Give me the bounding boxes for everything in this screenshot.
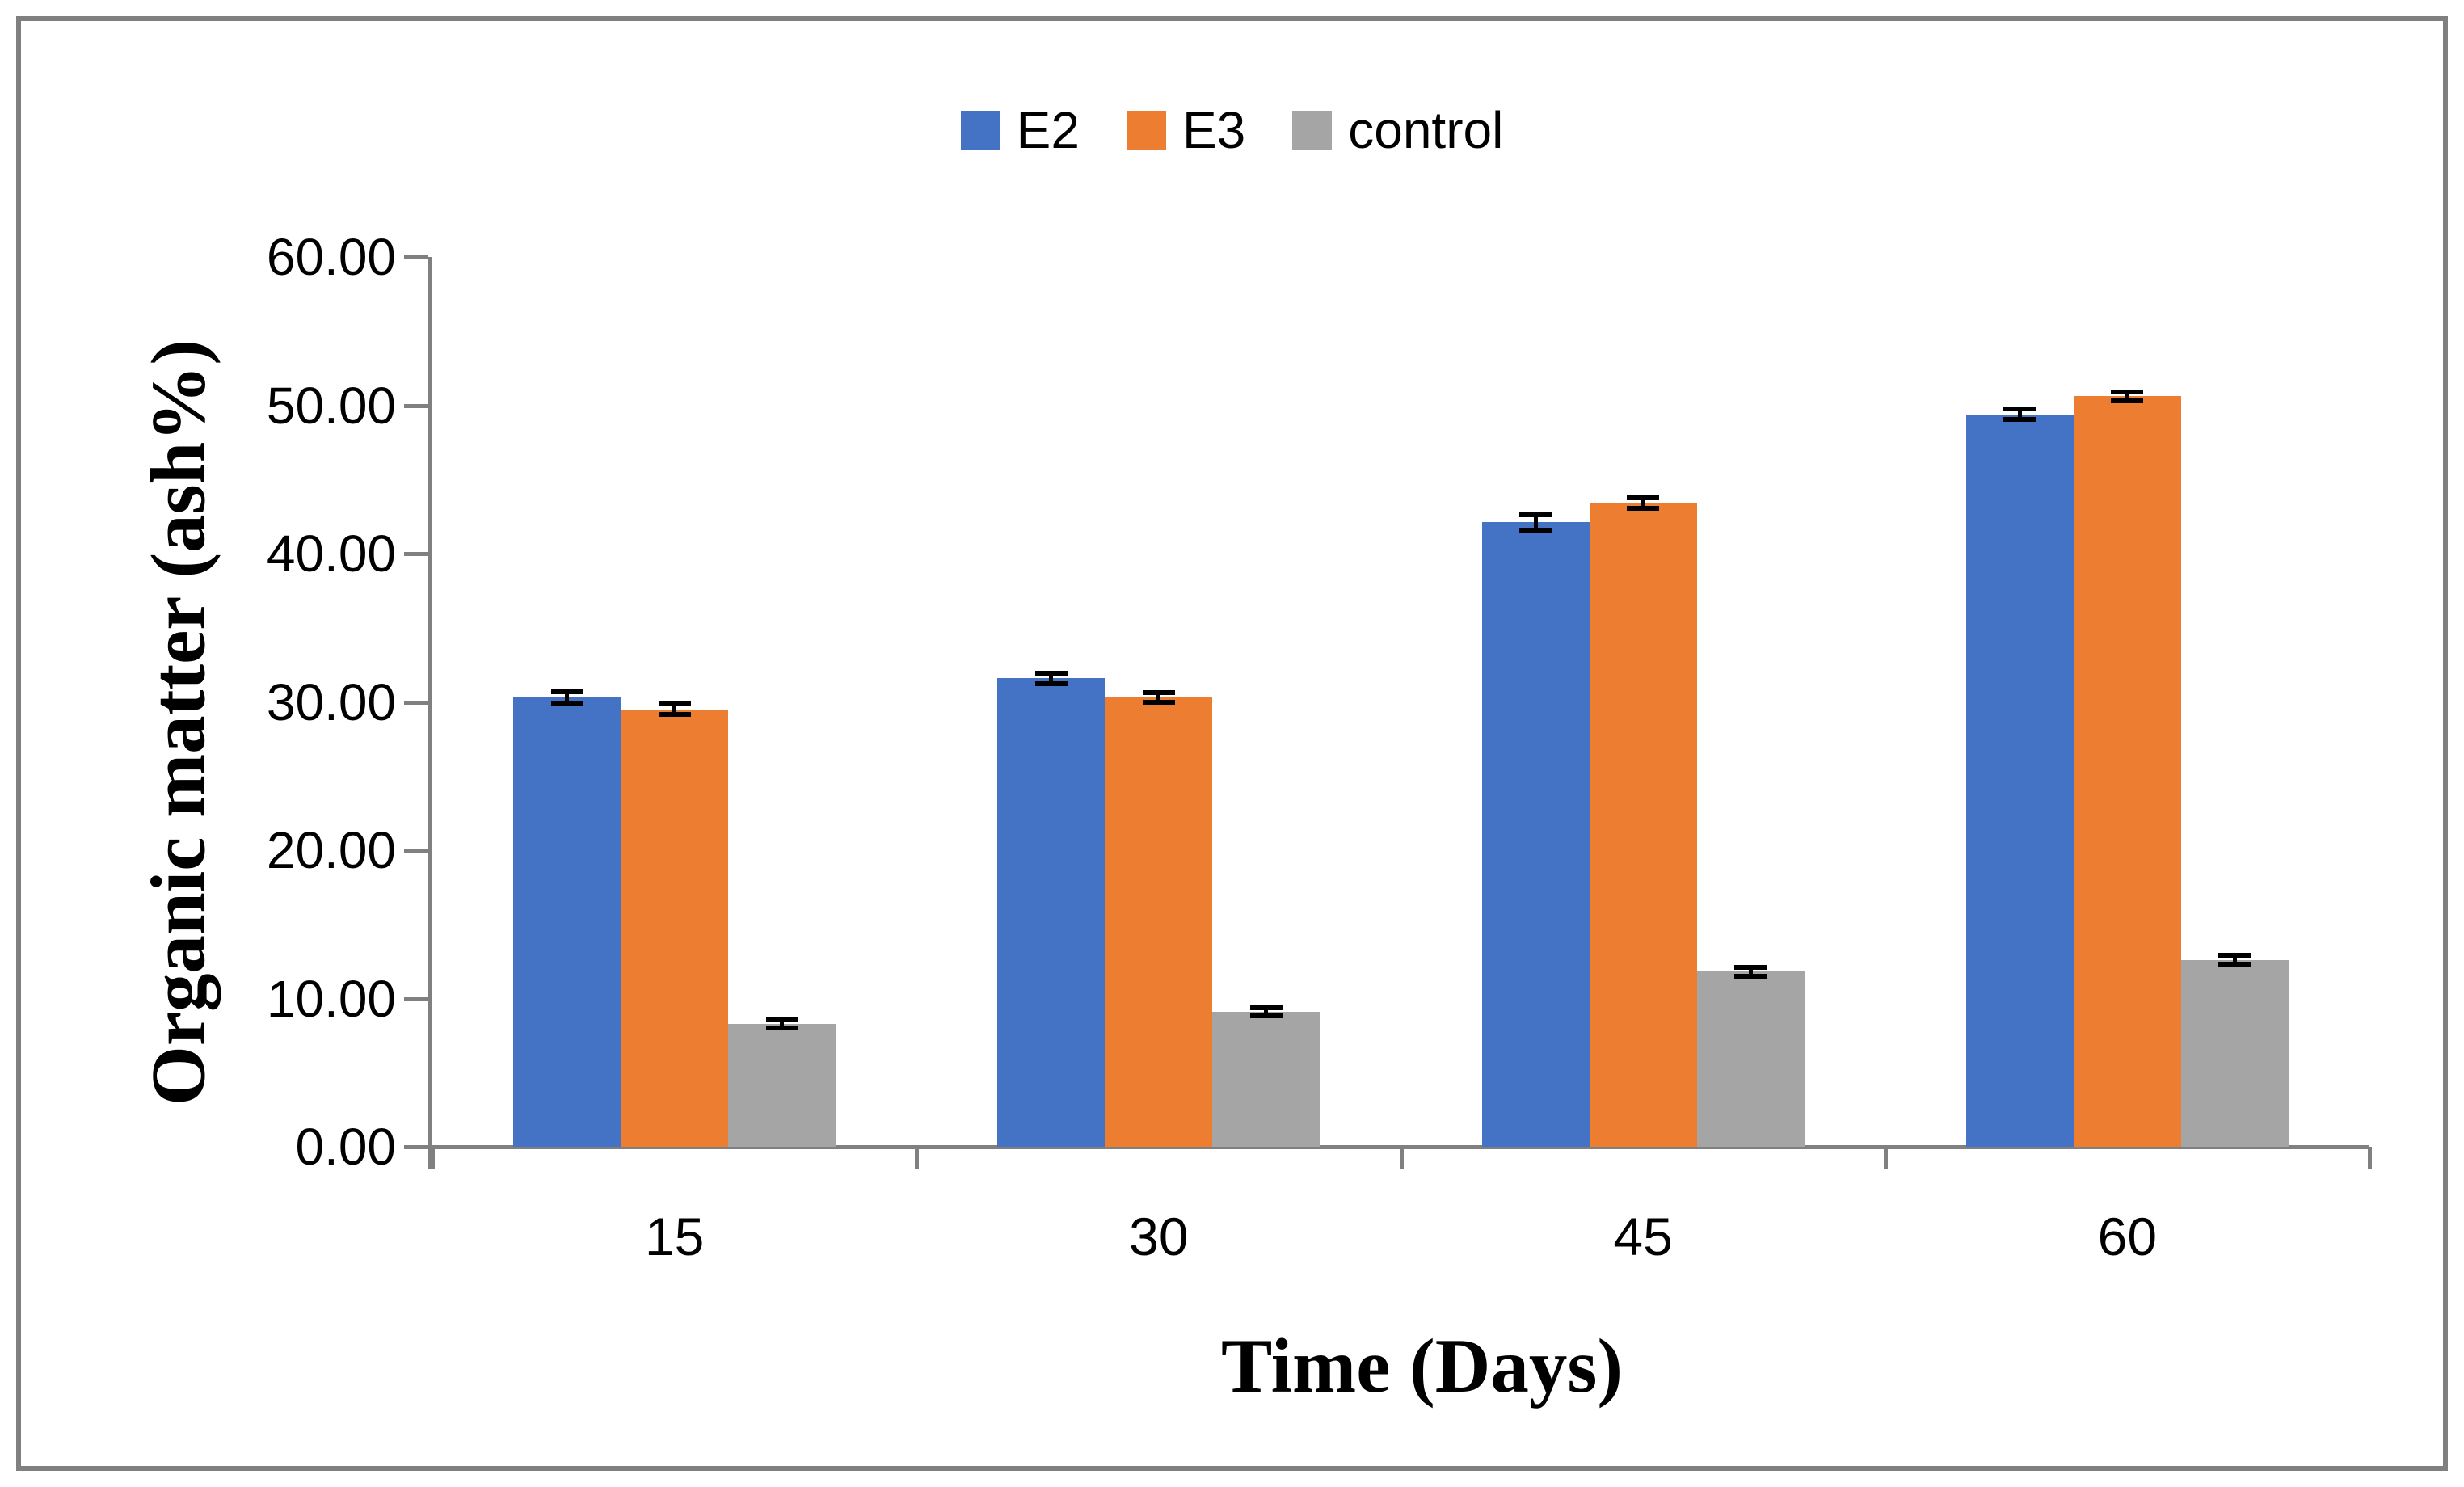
x-tick-3 bbox=[1883, 1147, 1888, 1169]
error-bar-cap-bottom-E3-60 bbox=[2111, 398, 2144, 403]
x-category-label-15: 15 bbox=[644, 1207, 705, 1266]
legend-swatch-control bbox=[1292, 111, 1333, 150]
bar-control-45 bbox=[1696, 971, 1805, 1147]
x-category-label-30: 30 bbox=[1129, 1207, 1189, 1266]
x-axis-line bbox=[428, 1145, 2369, 1149]
error-bar-cap-bottom-control-60 bbox=[2218, 962, 2251, 967]
legend-item-E3: E3 bbox=[1126, 101, 1246, 159]
x-tick-1 bbox=[915, 1147, 920, 1169]
bar-E2-60 bbox=[1965, 414, 2074, 1147]
legend: E2 E3 control bbox=[21, 102, 2443, 158]
error-bar-cap-top-E3-60 bbox=[2111, 389, 2144, 394]
error-bar-cap-bottom-control-15 bbox=[765, 1026, 798, 1031]
error-bar-cap-bottom-E3-30 bbox=[1142, 699, 1175, 705]
error-bar-stem-E2-30 bbox=[1049, 672, 1054, 684]
bar-control-30 bbox=[1212, 1012, 1320, 1147]
bar-E2-30 bbox=[997, 678, 1106, 1147]
bar-E3-45 bbox=[1589, 503, 1697, 1147]
error-bar-cap-top-control-15 bbox=[765, 1017, 798, 1022]
y-tick-60.00 bbox=[404, 255, 428, 259]
y-tick-40.00 bbox=[404, 552, 428, 556]
error-bar-stem-E2-60 bbox=[2017, 409, 2022, 419]
legend-item-control: control bbox=[1292, 104, 1503, 156]
legend-label-E3: E3 bbox=[1181, 101, 1246, 159]
legend-item-E2: E2 bbox=[960, 101, 1080, 159]
error-bar-cap-top-E2-45 bbox=[1519, 512, 1552, 518]
legend-swatch-E3 bbox=[1126, 111, 1166, 150]
y-tick-label-40.00: 40.00 bbox=[266, 524, 396, 583]
y-tick-label-10.00: 10.00 bbox=[266, 969, 396, 1028]
legend-swatch-E2 bbox=[960, 111, 1000, 150]
error-bar-cap-top-E3-30 bbox=[1142, 690, 1175, 696]
y-axis-line bbox=[428, 257, 432, 1169]
error-bar-cap-top-E2-15 bbox=[550, 689, 583, 694]
error-bar-stem-control-45 bbox=[1748, 967, 1753, 976]
error-bar-cap-bottom-E2-15 bbox=[550, 701, 583, 706]
y-tick-label-60.00: 60.00 bbox=[266, 228, 396, 286]
error-bar-stem-control-60 bbox=[2232, 955, 2237, 965]
x-tick-4 bbox=[2368, 1147, 2372, 1169]
error-bar-cap-top-control-60 bbox=[2218, 953, 2251, 958]
error-bar-cap-bottom-E2-45 bbox=[1519, 527, 1552, 533]
x-axis-title: Time (Days) bbox=[1221, 1323, 1623, 1409]
error-bar-stem-control-30 bbox=[1264, 1008, 1269, 1016]
y-tick-50.00 bbox=[404, 403, 428, 408]
error-bar-cap-bottom-E3-15 bbox=[658, 712, 691, 718]
x-tick-0 bbox=[431, 1147, 435, 1169]
legend-label-E2: E2 bbox=[1016, 101, 1080, 159]
y-tick-20.00 bbox=[404, 849, 428, 853]
bar-E2-45 bbox=[1481, 522, 1590, 1147]
error-bar-stem-E2-45 bbox=[1533, 515, 1538, 530]
bar-E3-15 bbox=[621, 709, 729, 1147]
x-tick-2 bbox=[1399, 1147, 1404, 1169]
x-category-label-45: 45 bbox=[1613, 1207, 1673, 1266]
error-bar-stem-E3-15 bbox=[672, 704, 677, 715]
bar-control-15 bbox=[728, 1023, 836, 1147]
y-tick-label-30.00: 30.00 bbox=[266, 672, 396, 731]
error-bar-cap-top-E3-15 bbox=[658, 701, 691, 707]
y-tick-label-0.00: 0.00 bbox=[295, 1118, 396, 1176]
error-bar-cap-bottom-E2-60 bbox=[2003, 416, 2036, 422]
y-axis-title: Organic matter (ash%) bbox=[135, 339, 221, 1106]
error-bar-cap-bottom-control-45 bbox=[1734, 973, 1767, 979]
bar-E3-60 bbox=[2073, 396, 2181, 1147]
x-category-label-60: 60 bbox=[2097, 1207, 2158, 1266]
error-bar-stem-control-15 bbox=[780, 1019, 785, 1029]
error-bar-stem-E3-60 bbox=[2125, 391, 2129, 401]
error-bar-cap-top-E3-45 bbox=[1627, 495, 1660, 501]
error-bar-stem-E2-15 bbox=[565, 691, 570, 704]
error-bar-stem-E3-45 bbox=[1641, 498, 1645, 509]
error-bar-cap-top-control-30 bbox=[1249, 1005, 1283, 1011]
bar-E3-30 bbox=[1105, 697, 1213, 1147]
error-bar-cap-top-E2-60 bbox=[2003, 407, 2036, 412]
error-bar-cap-bottom-E3-45 bbox=[1627, 506, 1660, 512]
error-bar-cap-top-E2-30 bbox=[1034, 670, 1068, 676]
error-bar-cap-bottom-E2-30 bbox=[1034, 680, 1068, 686]
chart-border: E2 E3 control 0.00 10.00 20.00 30.00 40.00 50.0… bbox=[16, 16, 2448, 1471]
error-bar-cap-top-control-45 bbox=[1734, 964, 1767, 970]
y-tick-label-20.00: 20.00 bbox=[266, 821, 396, 879]
error-bar-cap-bottom-control-30 bbox=[1249, 1013, 1283, 1018]
error-bar-stem-E3-30 bbox=[1156, 693, 1161, 702]
bar-control-60 bbox=[2180, 959, 2289, 1147]
legend-label-control: control bbox=[1348, 101, 1504, 159]
y-tick-label-50.00: 50.00 bbox=[266, 376, 396, 435]
y-tick-30.00 bbox=[404, 700, 428, 705]
bar-E2-15 bbox=[513, 697, 621, 1147]
y-tick-10.00 bbox=[404, 996, 428, 1001]
y-tick-0.00 bbox=[404, 1145, 428, 1149]
